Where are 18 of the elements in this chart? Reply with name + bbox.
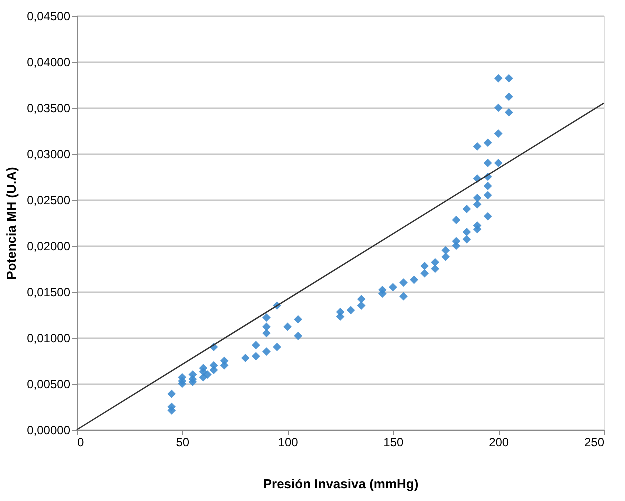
- x-tick-label: 100: [278, 436, 299, 450]
- x-tick-label: 150: [384, 436, 404, 450]
- x-tick-label: 200: [489, 436, 510, 450]
- y-tick-label: 0,01000: [27, 332, 71, 346]
- y-tick-label: 0,03500: [27, 102, 71, 116]
- y-tick-label: 0,03000: [27, 148, 71, 162]
- y-tick-label: 0,02500: [27, 194, 71, 208]
- x-axis-title: Presión Invasiva (mmHg): [263, 476, 419, 492]
- x-tick-label: 250: [584, 436, 605, 450]
- x-tick-label: 0: [78, 436, 84, 450]
- y-tick-label: 0,01500: [27, 286, 71, 300]
- y-tick-label: 0,04500: [27, 10, 71, 24]
- y-tick-label: 0,00500: [27, 378, 71, 392]
- y-tick-label: 0,00000: [27, 424, 71, 438]
- y-tick-label: 0,04000: [27, 56, 71, 70]
- y-axis-title: Potencia MH (U.A): [4, 167, 20, 280]
- y-tick-label: 0,02000: [27, 240, 71, 254]
- x-tick-label: 50: [176, 436, 190, 450]
